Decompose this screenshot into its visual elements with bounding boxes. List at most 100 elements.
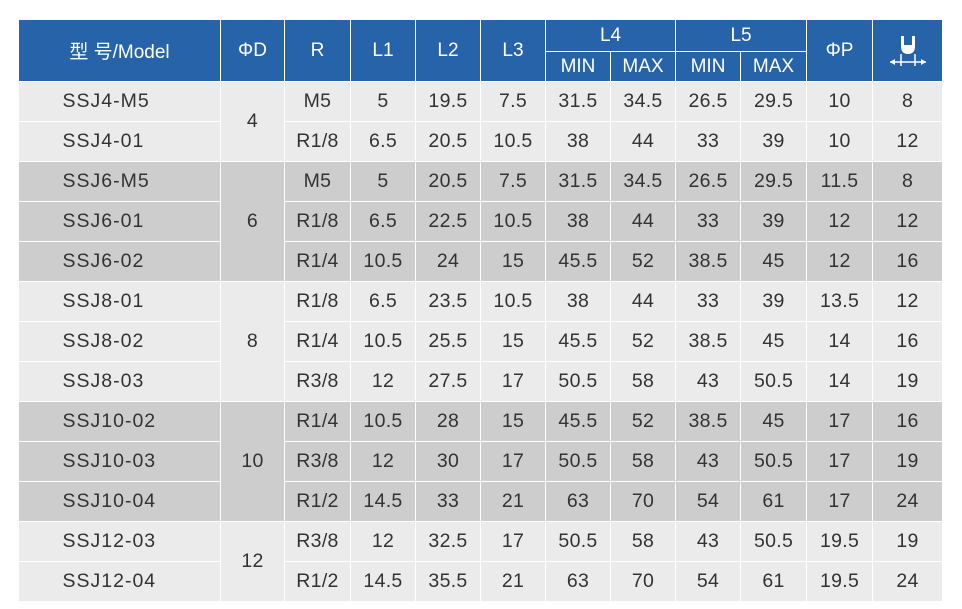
header-l3: L3 xyxy=(480,19,546,82)
cell-model: SSJ12-04 xyxy=(18,561,221,602)
cell-hex: 24 xyxy=(872,561,944,602)
cell-model: SSJ6-M5 xyxy=(18,161,221,202)
wrench-width-icon xyxy=(889,35,926,66)
cell-l4-max: 58 xyxy=(610,361,677,402)
cell-model: SSJ8-02 xyxy=(18,321,221,362)
cell-l3: 17 xyxy=(480,441,546,482)
cell-phi-p: 14 xyxy=(806,361,874,402)
cell-l1: 10.5 xyxy=(350,401,416,442)
cell-l5-min: 54 xyxy=(675,481,742,522)
cell-l4-min: 38 xyxy=(545,201,611,242)
cell-l1: 5 xyxy=(350,81,416,122)
cell-hex: 19 xyxy=(872,361,944,402)
cell-phi-p: 19.5 xyxy=(806,561,874,602)
header-hex xyxy=(872,19,944,82)
cell-l2: 19.5 xyxy=(415,81,481,122)
cell-l4-max: 44 xyxy=(610,281,677,322)
cell-l4-min: 50.5 xyxy=(545,361,611,402)
spec-table: 型 号/Model ΦD R L1 L2 L3 L4 L5 ΦP MIN xyxy=(18,19,944,602)
cell-model: SSJ8-01 xyxy=(18,281,221,322)
cell-l5-min: 43 xyxy=(675,521,742,562)
cell-l5-min: 26.5 xyxy=(675,81,742,122)
cell-r: R1/2 xyxy=(284,481,351,522)
table-row: SSJ4-01 R1/8 6.5 20.5 10.5 38 44 33 39 10 12 xyxy=(18,121,944,162)
table-row: SSJ10-03 R3/8 12 30 17 50.5 58 43 50.5 17 19 xyxy=(18,441,944,482)
cell-hex: 8 xyxy=(872,81,944,122)
cell-l4-min: 63 xyxy=(545,561,611,602)
cell-l1: 10.5 xyxy=(350,241,416,282)
table-row: SSJ6-M5 6 M5 5 20.5 7.5 31.5 34.5 26.5 29.5 11.5 8 xyxy=(18,161,944,282)
header-model: 型 号/Model xyxy=(18,19,221,82)
cell-l5-min: 38.5 xyxy=(675,401,742,442)
table-row: SSJ6-01 R1/8 6.5 22.5 10.5 38 44 33 39 12 12 xyxy=(18,201,944,242)
table-row: SSJ8-03 R3/8 12 27.5 17 50.5 58 43 50.5 14 19 xyxy=(18,361,944,402)
cell-hex: 19 xyxy=(872,441,944,482)
cell-l4-max: 34.5 xyxy=(610,161,677,202)
cell-l4-max: 52 xyxy=(610,321,677,362)
cell-l1: 12 xyxy=(350,361,416,402)
cell-l5-max: 39 xyxy=(740,201,808,242)
header-phi-p: ΦP xyxy=(806,19,874,82)
header-l4: L4 xyxy=(544,19,677,52)
cell-r: R1/4 xyxy=(284,241,351,282)
cell-hex: 16 xyxy=(872,401,944,442)
cell-phi-d: 12 xyxy=(220,521,285,602)
cell-phi-d: 8 xyxy=(220,281,285,402)
cell-l5-min: 33 xyxy=(675,121,742,162)
cell-l1: 6.5 xyxy=(350,281,416,322)
table-header: 型 号/Model ΦD R L1 L2 L3 L4 L5 ΦP MIN xyxy=(18,19,944,82)
cell-hex: 12 xyxy=(872,201,944,242)
cell-l5-min: 43 xyxy=(675,441,742,482)
cell-l4-max: 58 xyxy=(610,521,677,562)
header-l4-min: MIN xyxy=(545,51,611,82)
cell-l5-max: 45 xyxy=(740,321,808,362)
cell-model: SSJ6-01 xyxy=(18,201,221,242)
cell-l5-max: 29.5 xyxy=(740,161,808,202)
cell-l5-max: 50.5 xyxy=(740,441,808,482)
table-row: SSJ4-M5 4 M5 5 19.5 7.5 31.5 34.5 26.5 29.5 10 8 xyxy=(18,81,944,162)
cell-r: R1/4 xyxy=(284,401,351,442)
cell-l4-min: 50.5 xyxy=(545,521,611,562)
cell-l5-max: 45 xyxy=(740,401,808,442)
cell-l5-min: 33 xyxy=(675,201,742,242)
cell-l5-min: 26.5 xyxy=(675,161,742,202)
cell-l4-max: 52 xyxy=(610,401,677,442)
cell-l5-max: 50.5 xyxy=(740,361,808,402)
cell-phi-p: 13.5 xyxy=(806,281,874,322)
cell-l2: 30 xyxy=(415,441,481,482)
cell-l2: 24 xyxy=(415,241,481,282)
cell-l5-max: 61 xyxy=(740,561,808,602)
cell-l4-min: 50.5 xyxy=(545,441,611,482)
cell-l3: 17 xyxy=(480,521,546,562)
cell-phi-p: 10 xyxy=(806,81,874,122)
table-body: SSJ4-M5 4 M5 5 19.5 7.5 31.5 34.5 26.5 29.5 10 8 SSJ… xyxy=(18,81,944,602)
cell-l5-max: 61 xyxy=(740,481,808,522)
cell-model: SSJ10-02 xyxy=(18,401,221,442)
cell-r: M5 xyxy=(284,161,351,202)
table-row: SSJ12-04 R1/2 14.5 35.5 21 63 70 54 61 19.5 24 xyxy=(18,561,944,602)
cell-r: R3/8 xyxy=(284,521,351,562)
header-l5: L5 xyxy=(675,19,808,52)
cell-l2: 35.5 xyxy=(415,561,481,602)
cell-hex: 8 xyxy=(872,161,944,202)
cell-model: SSJ12-03 xyxy=(18,521,221,562)
cell-l1: 10.5 xyxy=(350,321,416,362)
cell-r: M5 xyxy=(284,81,351,122)
cell-hex: 16 xyxy=(872,241,944,282)
cell-l3: 15 xyxy=(480,241,546,282)
cell-model: SSJ4-01 xyxy=(18,121,221,162)
cell-phi-p: 12 xyxy=(806,201,874,242)
cell-l1: 14.5 xyxy=(350,481,416,522)
cell-l4-min: 38 xyxy=(545,121,611,162)
cell-l1: 6.5 xyxy=(350,121,416,162)
cell-l3: 17 xyxy=(480,361,546,402)
cell-r: R3/8 xyxy=(284,441,351,482)
cell-l3: 15 xyxy=(480,321,546,362)
cell-l3: 10.5 xyxy=(480,121,546,162)
cell-r: R1/8 xyxy=(284,201,351,242)
cell-l4-max: 44 xyxy=(610,121,677,162)
cell-hex: 16 xyxy=(872,321,944,362)
cell-phi-d: 10 xyxy=(220,401,285,522)
table-row: SSJ12-03 12 R3/8 12 32.5 17 50.5 58 43 50.5 19.5 19 xyxy=(18,521,944,602)
cell-l2: 22.5 xyxy=(415,201,481,242)
